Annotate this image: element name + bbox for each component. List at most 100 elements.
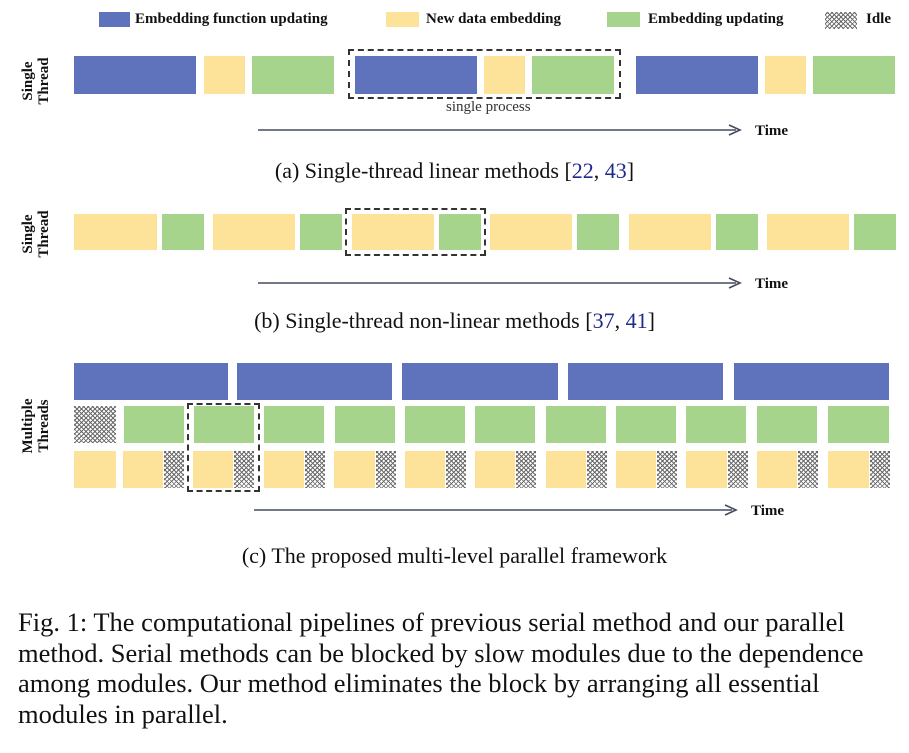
new-data-embedding-block [767, 214, 849, 250]
legend-label-embedding-updating: Embedding updating [648, 11, 784, 27]
panel-a-row-label: Single Thread [20, 51, 52, 111]
legend-swatch-idle [825, 12, 857, 29]
panel-a-row-label-line1: Single [20, 61, 36, 101]
new-data-embedding-block [475, 451, 515, 488]
embedding-function-updating-block [355, 56, 477, 94]
embedding-updating-block [813, 56, 895, 94]
embedding-updating-block [532, 56, 614, 94]
idle-block [74, 406, 116, 443]
idle-block [446, 451, 466, 488]
embedding-updating-block [124, 406, 184, 443]
new-data-embedding-block [484, 56, 525, 94]
panel-c-caption: (c) The proposed multi-level parallel fr… [241, 543, 668, 568]
embedding-updating-block [616, 406, 676, 443]
figure-caption: Fig. 1: The computational pipelines of p… [18, 607, 864, 729]
embedding-function-updating-block [74, 56, 196, 94]
embedding-updating-block [475, 406, 535, 443]
idle-block [305, 451, 325, 488]
new-data-embedding-block [193, 451, 233, 488]
idle-block [657, 451, 677, 488]
legend-label-embedding-function-updating: Embedding function updating [135, 11, 328, 27]
time-label: Time [751, 503, 785, 519]
citation-link[interactable]: 37 [592, 308, 615, 333]
time-arrow [258, 277, 742, 289]
embedding-updating-block [439, 214, 481, 250]
idle-block [728, 451, 748, 488]
citation-link[interactable]: 41 [625, 308, 648, 333]
panel-c-row-label-line2: Threads [36, 399, 52, 453]
new-data-embedding-block [213, 214, 295, 250]
embedding-function-updating-block [636, 56, 758, 94]
idle-block [798, 451, 818, 488]
embedding-updating-block [828, 406, 889, 443]
embedding-function-updating-block [237, 363, 392, 400]
panel-b-row-label: Single Thread [20, 204, 52, 264]
panel-b-caption: (b) Single-thread non-linear methods [37… [0, 308, 909, 334]
single-process-box [187, 403, 260, 492]
new-data-embedding-block [352, 214, 434, 250]
panel-b-caption-text: (b) Single-thread non-linear methods [ [254, 308, 593, 333]
embedding-updating-block [854, 214, 896, 250]
idle-block [516, 451, 536, 488]
panel-c-row-label: Multiple Threads [20, 386, 52, 466]
new-data-embedding-block [74, 214, 157, 250]
new-data-embedding-block [686, 451, 727, 488]
panel-a-caption-text: (a) Single-thread linear methods [ [274, 158, 572, 183]
new-data-embedding-block [334, 451, 375, 488]
panel-a-row-label-line2: Thread [36, 57, 52, 105]
embedding-updating-block [716, 214, 758, 250]
idle-block [164, 451, 184, 488]
embedding-updating-block [335, 406, 395, 443]
new-data-embedding-block [765, 56, 806, 94]
embedding-function-updating-block [74, 363, 228, 400]
single-process-box [348, 49, 621, 99]
caption-bracket: ] [647, 308, 655, 333]
embedding-updating-block [252, 56, 334, 94]
single-process-box [345, 208, 486, 256]
embedding-updating-block [264, 406, 324, 443]
new-data-embedding-block [546, 451, 586, 488]
embedding-function-updating-block [734, 363, 889, 400]
citation-link[interactable]: 22 [571, 158, 594, 183]
single-process-label: single process [446, 99, 531, 115]
embedding-updating-block [757, 406, 817, 443]
embedding-updating-block [300, 214, 342, 250]
embedding-updating-block [405, 406, 465, 443]
embedding-updating-block [162, 214, 204, 250]
citation-separator: , [593, 158, 605, 183]
new-data-embedding-block [616, 451, 656, 488]
legend-swatch-new-data-embedding [386, 12, 419, 27]
new-data-embedding-block [629, 214, 711, 250]
embedding-function-updating-block [402, 363, 558, 400]
time-arrow [254, 504, 738, 516]
legend-swatch-embedding-function-updating [99, 12, 130, 27]
new-data-embedding-block [204, 56, 245, 94]
time-label: Time [755, 276, 789, 292]
new-data-embedding-block [74, 451, 116, 488]
new-data-embedding-block [490, 214, 572, 250]
idle-block [376, 451, 396, 488]
legend-label-idle: Idle [866, 11, 892, 27]
legend-swatch-embedding-updating [607, 12, 640, 27]
idle-block [587, 451, 607, 488]
embedding-function-updating-block [568, 363, 723, 400]
idle-block [234, 451, 254, 488]
caption-bracket: ] [626, 158, 635, 183]
time-label: Time [755, 123, 789, 139]
panel-b-row-label-line1: Single [20, 214, 36, 254]
panel-a-caption: (a) Single-thread linear methods [22, 43… [0, 158, 909, 184]
time-arrow [258, 124, 742, 136]
panel-b-row-label-line2: Thread [36, 210, 52, 258]
idle-block [870, 451, 890, 488]
new-data-embedding-block [757, 451, 797, 488]
new-data-embedding-block [123, 451, 163, 488]
embedding-updating-block [577, 214, 619, 250]
new-data-embedding-block [828, 451, 869, 488]
embedding-updating-block [546, 406, 606, 443]
citation-link[interactable]: 43 [604, 158, 627, 183]
legend-label-new-data-embedding: New data embedding [426, 11, 562, 27]
panel-c-row-label-line1: Multiple [20, 398, 36, 454]
new-data-embedding-block [405, 451, 445, 488]
citation-separator: , [614, 308, 626, 333]
new-data-embedding-block [264, 451, 304, 488]
